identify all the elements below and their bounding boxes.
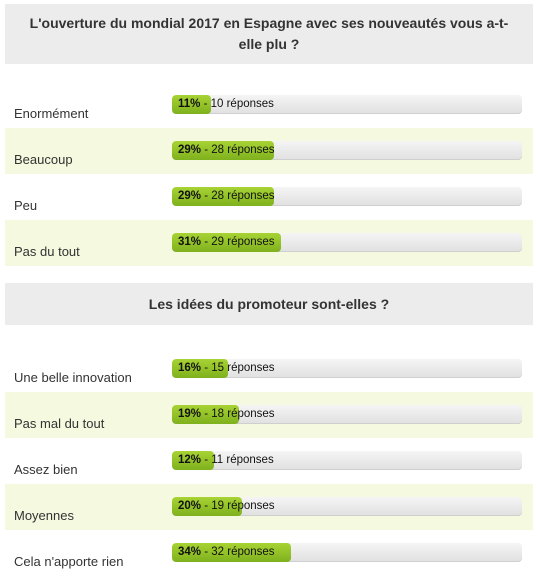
poll-option-label: Une belle innovation: [14, 370, 132, 385]
result-bar-track: 12% - 11 réponses: [172, 451, 522, 470]
poll-option-label: Cela n'apporte rien: [14, 554, 124, 569]
result-percent: 16%: [178, 362, 202, 374]
result-bar-fill: [172, 233, 281, 252]
result-bar-track: 34% - 32 réponses: [172, 543, 522, 562]
poll-spacer: [5, 325, 533, 346]
result-votes: - 28 réponses: [201, 144, 275, 156]
poll-results-1: L'ouverture du mondial 2017 en Espagne a…: [5, 4, 533, 266]
poll-row: Pas mal du tout 19% - 18 réponses: [5, 392, 533, 438]
poll-option-label: Moyennes: [14, 508, 74, 523]
poll-row: Pas du tout 31% - 29 réponses: [5, 220, 533, 266]
result-percent: 29%: [178, 190, 202, 202]
result-bar-fill: [172, 141, 274, 160]
result-bar-track: 16% - 15 réponses: [172, 359, 522, 378]
result-bar-track: 11% - 10 réponses: [172, 95, 522, 114]
result-bar-track: 31% - 29 réponses: [172, 233, 522, 252]
result-votes: - 19 réponses: [201, 500, 275, 512]
result-percent: 34%: [178, 546, 202, 558]
poll-option-label: Pas du tout: [14, 244, 80, 259]
result-bar-fill: [172, 451, 214, 470]
poll-option-label: Beaucoup: [14, 152, 73, 167]
poll-row: Une belle innovation 16% - 15 réponses: [5, 346, 533, 392]
poll-spacer: [5, 64, 533, 82]
poll-row: Beaucoup 29% - 28 réponses: [5, 128, 533, 174]
result-votes: - 15 réponses: [201, 362, 275, 374]
poll-option-label: Enormément: [14, 106, 89, 121]
result-bar-fill: [172, 95, 211, 114]
poll-question: Les idées du promoteur sont-elles ?: [5, 283, 533, 325]
result-bar-fill: [172, 359, 228, 378]
result-percent: 19%: [178, 408, 202, 420]
poll-row: Cela n'apporte rien 34% - 32 réponses: [5, 530, 533, 576]
result-text: 11% - 10 réponses: [178, 97, 274, 111]
poll-option-label: Assez bien: [14, 462, 78, 477]
poll-results-2: Les idées du promoteur sont-elles ? Une …: [5, 283, 533, 576]
result-text: 34% - 32 réponses: [178, 545, 275, 559]
result-percent: 11%: [178, 98, 201, 110]
result-text: 16% - 15 réponses: [178, 361, 275, 375]
result-votes: - 28 réponses: [201, 190, 275, 202]
result-text: 29% - 28 réponses: [178, 189, 275, 203]
result-percent: 29%: [178, 144, 202, 156]
result-votes: - 18 réponses: [201, 408, 275, 420]
poll-row: Moyennes 20% - 19 réponses: [5, 484, 533, 530]
poll-option-label: Pas mal du tout: [14, 416, 105, 431]
result-percent: 12%: [178, 454, 202, 466]
result-votes: - 29 réponses: [201, 236, 275, 248]
poll-option-label: Peu: [14, 198, 38, 213]
result-bar-fill: [172, 497, 242, 516]
result-percent: 20%: [178, 500, 202, 512]
result-text: 29% - 28 réponses: [178, 143, 275, 157]
result-bar-fill: [172, 187, 274, 206]
poll-row: Enormément 11% - 10 réponses: [5, 82, 533, 128]
poll-row: Assez bien 12% - 11 réponses: [5, 438, 533, 484]
result-text: 19% - 18 réponses: [178, 407, 275, 421]
poll-row: Peu 29% - 28 réponses: [5, 174, 533, 220]
result-text: 12% - 11 réponses: [178, 453, 274, 467]
result-bar-track: 20% - 19 réponses: [172, 497, 522, 516]
result-votes: - 10 réponses: [200, 98, 274, 110]
result-votes: - 11 réponses: [201, 454, 274, 466]
result-bar-fill: [172, 405, 239, 424]
result-percent: 31%: [178, 236, 202, 248]
result-votes: - 32 réponses: [201, 546, 275, 558]
result-text: 20% - 19 réponses: [178, 499, 275, 513]
result-bar-fill: [172, 543, 291, 562]
result-bar-track: 29% - 28 réponses: [172, 141, 522, 160]
result-bar-track: 19% - 18 réponses: [172, 405, 522, 424]
poll-question: L'ouverture du mondial 2017 en Espagne a…: [5, 4, 533, 64]
result-text: 31% - 29 réponses: [178, 235, 275, 249]
result-bar-track: 29% - 28 réponses: [172, 187, 522, 206]
